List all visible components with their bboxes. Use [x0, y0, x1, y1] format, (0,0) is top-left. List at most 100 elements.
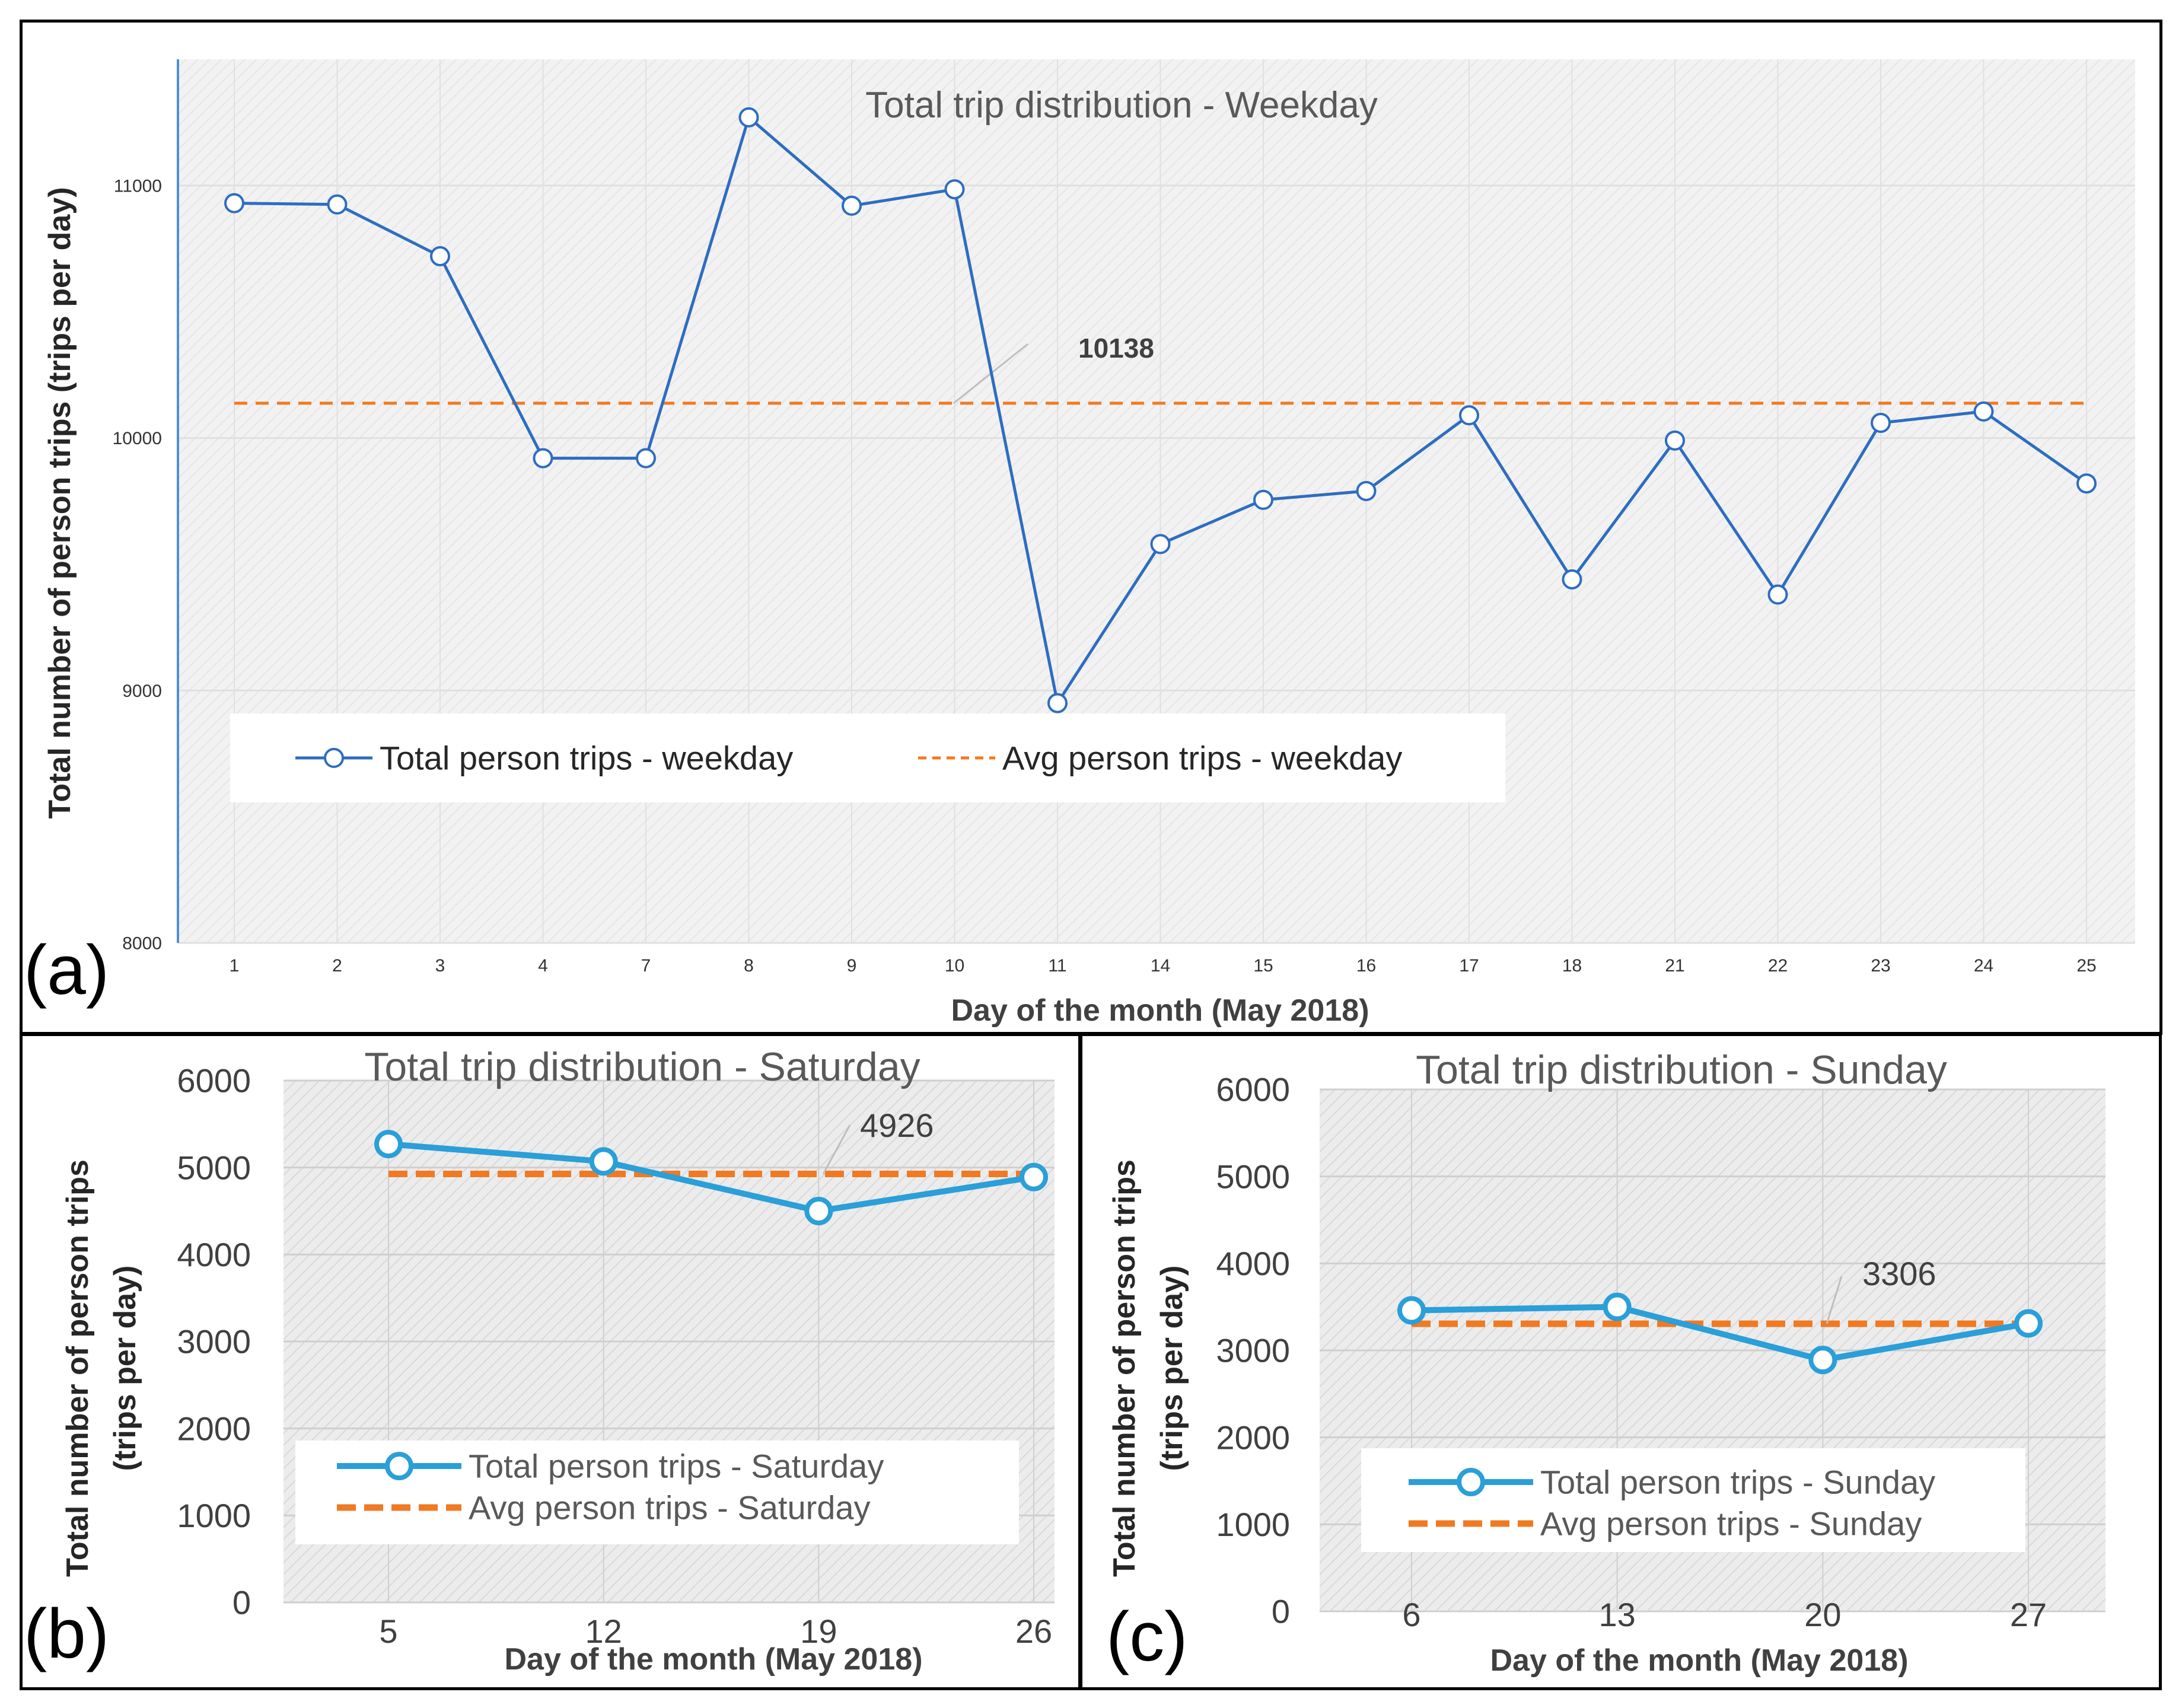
- x-tick-label: 14: [1151, 956, 1170, 976]
- x-tick-label: 11: [1048, 956, 1066, 976]
- x-axis-label: Day of the month (May 2018): [1490, 1643, 1908, 1678]
- annotation-leader: [822, 1124, 851, 1175]
- legend: [1361, 1448, 2025, 1552]
- x-axis-label: Day of the month (May 2018): [504, 1642, 922, 1677]
- sunday-chart-panel: 0 1000 2000 3000 4000 5000 6000 6 13 20 27 Total tr…: [1079, 1033, 2162, 1690]
- data-point: [1808, 1346, 1837, 1375]
- data-point: [327, 194, 348, 215]
- x-tick-label: 27: [2010, 1596, 2047, 1633]
- legend-marker: [1457, 1468, 1485, 1496]
- x-tick-label: 12: [585, 1613, 622, 1650]
- data-point: [374, 1130, 403, 1159]
- x-tick-label: 13: [1599, 1596, 1636, 1633]
- x-tick-label: 6: [1402, 1596, 1420, 1633]
- y-tick-label: 9000: [122, 681, 162, 701]
- y-tick-label: 5000: [177, 1149, 251, 1186]
- x-tick-label: 20: [1804, 1596, 1841, 1633]
- data-point: [1767, 584, 1788, 605]
- x-axis-label: Day of the month (May 2018): [951, 993, 1369, 1028]
- legend-marker: [324, 748, 344, 768]
- data-point: [738, 107, 759, 128]
- data-point: [1253, 489, 1273, 510]
- legend-label: Total person trips - weekday: [380, 740, 793, 777]
- y-tick-label: 2000: [177, 1410, 251, 1447]
- data-label-average: 4926: [860, 1107, 934, 1144]
- x-tick-label: 25: [2076, 956, 2096, 976]
- y-tick-label: 4000: [1216, 1245, 1290, 1282]
- y-tick-label: 6000: [177, 1062, 251, 1100]
- y-tick-label: 3000: [177, 1323, 251, 1360]
- x-tick-label: 2: [332, 956, 342, 976]
- chart-title: Total trip distribution - Saturday: [364, 1044, 920, 1089]
- y-axis-label: (trips per day): [1155, 1266, 1189, 1471]
- x-tick-label: 10: [945, 956, 964, 976]
- y-axis-label: Total number of person trips: [60, 1159, 95, 1577]
- data-point: [1871, 413, 1891, 434]
- y-tick-label: 0: [232, 1584, 251, 1621]
- legend-label: Avg person trips - weekday: [1002, 740, 1402, 777]
- x-tick-label: 4: [538, 956, 548, 976]
- x-tick-label: 24: [1974, 956, 1993, 976]
- data-label-average: 10138: [1078, 333, 1154, 364]
- y-tick-label: 3000: [1216, 1332, 1290, 1369]
- annotation-leader: [1826, 1276, 1843, 1324]
- data-point: [2076, 473, 2097, 494]
- y-axis-label: Total number of person trips: [1107, 1159, 1142, 1577]
- series-line-total: [1411, 1304, 2029, 1363]
- legend-marker: [385, 1452, 413, 1480]
- y-tick-label: 11000: [114, 176, 162, 196]
- y-tick-label: 0: [1272, 1593, 1290, 1630]
- data-point: [1973, 401, 1994, 422]
- x-tick-label: 17: [1459, 956, 1479, 976]
- panel-label: (a): [24, 931, 110, 1009]
- data-point: [589, 1147, 618, 1176]
- y-tick-label: 1000: [177, 1497, 251, 1534]
- data-point: [1603, 1292, 1632, 1321]
- data-point: [1397, 1296, 1426, 1325]
- data-point: [842, 195, 862, 216]
- y-axis-label: (trips per day): [108, 1266, 142, 1471]
- x-tick-label: 5: [379, 1613, 397, 1650]
- sunday-chart: 0 1000 2000 3000 4000 5000 6000 6 13 20 27 Total tr…: [1107, 1047, 2105, 1678]
- data-point: [944, 179, 965, 200]
- panel-label: (b): [24, 1595, 110, 1673]
- x-tick-label: 26: [1015, 1613, 1052, 1650]
- x-tick-label: 7: [641, 956, 651, 976]
- legend-label: Total person trips - Saturday: [469, 1448, 884, 1485]
- saturday-chart-panel: 0 1000 2000 3000 4000 5000 6000 5 12 19 26 Total tr…: [20, 1033, 1081, 1690]
- legend: [295, 1441, 1019, 1544]
- data-point: [1562, 569, 1582, 589]
- chart-title: Total trip distribution - Sunday: [1416, 1047, 1947, 1092]
- data-label-average: 3306: [1862, 1255, 1936, 1292]
- series-line-total: [388, 1141, 1034, 1215]
- legend-label: Total person trips - Sunday: [1540, 1464, 1935, 1501]
- x-tick-label: 16: [1356, 956, 1376, 976]
- y-tick-label: 8000: [122, 934, 162, 954]
- y-tick-label: 4000: [177, 1236, 251, 1273]
- chart-title: Total trip distribution - Weekday: [865, 85, 1378, 126]
- plot-area: [178, 59, 2135, 943]
- y-tick-label: 2000: [1216, 1419, 1290, 1456]
- data-point: [533, 448, 553, 469]
- data-point: [2014, 1309, 2043, 1338]
- y-tick-label: 5000: [1216, 1158, 1290, 1195]
- panel-label: (c): [1106, 1598, 1188, 1676]
- x-tick-label: 22: [1768, 956, 1788, 976]
- x-tick-label: 1: [230, 956, 240, 976]
- data-point: [224, 193, 244, 214]
- y-tick-label: 1000: [1216, 1506, 1290, 1543]
- weekday-chart-panel: 8000 9000 10000 11000 1 2 3 4 7 8 9 10 11 14 15 16 17 18 2…: [20, 20, 2162, 1035]
- data-point: [1665, 430, 1685, 451]
- x-tick-label: 15: [1253, 956, 1273, 976]
- data-point: [1356, 480, 1377, 501]
- y-axis-label: Total number of person trips (trips per …: [43, 187, 77, 818]
- x-tick-label: 19: [800, 1613, 837, 1650]
- data-point: [1047, 693, 1068, 713]
- y-tick-label: 10000: [113, 429, 162, 448]
- saturday-chart: 0 1000 2000 3000 4000 5000 6000 5 12 19 26 Total tr…: [60, 1044, 1055, 1677]
- data-point: [1020, 1162, 1048, 1191]
- data-point: [1150, 534, 1171, 555]
- x-tick-label: 23: [1871, 956, 1890, 976]
- x-tick-label: 21: [1665, 956, 1684, 976]
